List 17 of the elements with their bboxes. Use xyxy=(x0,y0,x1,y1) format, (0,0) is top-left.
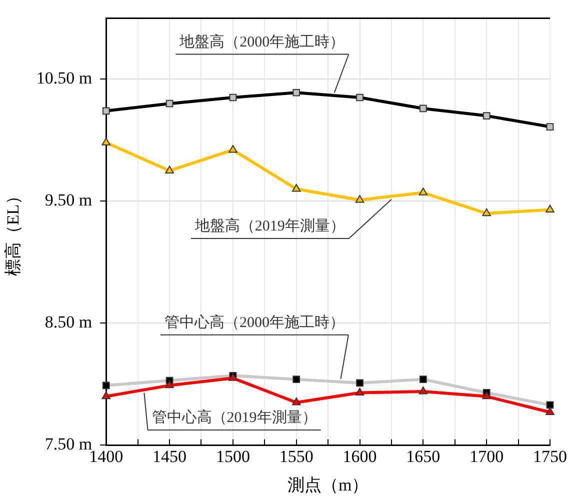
x-tick-label: 1550 xyxy=(279,446,314,466)
y-axis-title: 標高（EL） xyxy=(4,187,23,276)
x-axis-title: 測点（m） xyxy=(287,475,369,494)
y-tick-label: 10.50 m xyxy=(36,68,92,88)
text: 管中心高（2000年施工時） xyxy=(164,314,344,331)
x-tick-label: 1650 xyxy=(406,446,440,466)
x-tick-label: 1600 xyxy=(342,446,377,466)
series-label: 管中心高（2019年測量） xyxy=(152,409,317,426)
series-label: 地盤高（2019年測量） xyxy=(194,217,345,234)
x-tick-label: 1700 xyxy=(470,446,504,466)
x-tick-label: 1750 xyxy=(533,446,567,466)
y-tick-label: 8.50 m xyxy=(44,312,92,332)
y-tick-label: 7.50 m xyxy=(44,434,92,454)
x-tick-label: 1450 xyxy=(152,446,187,466)
text: 地盤高（2000年施工時） xyxy=(178,33,345,50)
y-tick-label: 9.50 m xyxy=(44,190,92,210)
x-tick-label: 1500 xyxy=(216,446,250,466)
